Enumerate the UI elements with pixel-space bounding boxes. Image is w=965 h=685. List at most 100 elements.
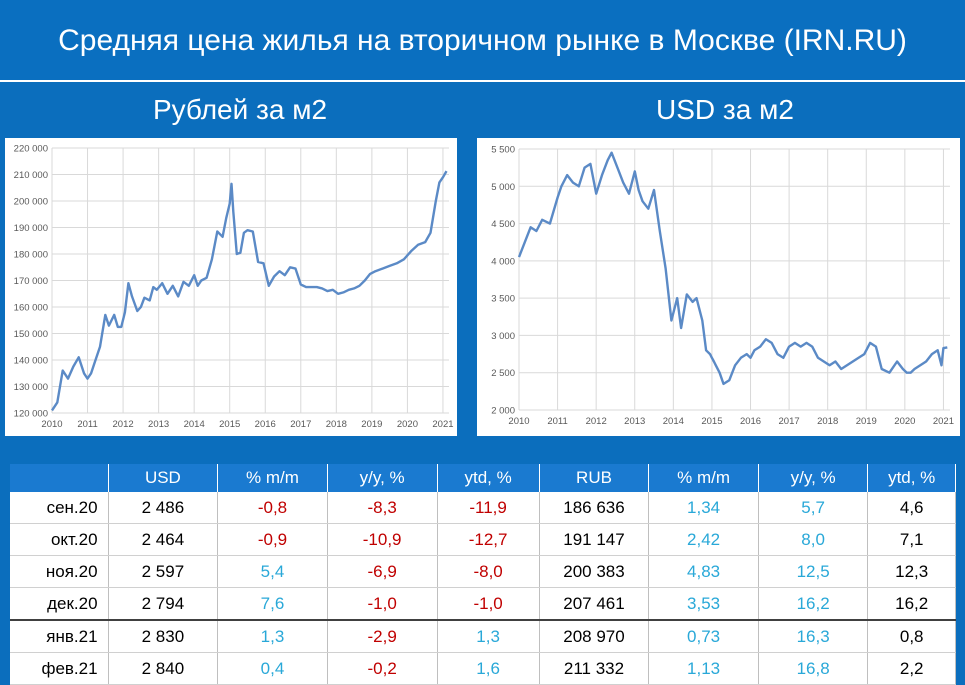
column-header: y/y, %	[758, 464, 869, 492]
x-tick-label: 2016	[740, 416, 761, 427]
table-cell: 12,5	[758, 555, 869, 588]
table-cell: 2,42	[648, 523, 759, 556]
x-tick-label: 2016	[255, 419, 276, 430]
y-tick-label: 5 500	[491, 145, 515, 156]
price-table: USD% m/m y/y, % ytd, % RUB% m/m y/y, % ytd, %…	[10, 464, 956, 685]
y-tick-label: 150 000	[14, 329, 48, 340]
x-tick-label: 2013	[624, 416, 645, 427]
column-header: y/y, %	[327, 464, 438, 492]
x-tick-label: 2018	[817, 416, 838, 427]
y-tick-label: 200 000	[14, 197, 48, 208]
table-cell: 5,4	[217, 555, 328, 588]
usd-chart-panel: 2 000 2 500 3 000 3 500 4 000 4 500 5 000 5 500…	[477, 138, 960, 436]
x-tick-label: 2011	[547, 416, 567, 427]
price-series-line	[50, 170, 448, 412]
usd-chart: 2 000 2 500 3 000 3 500 4 000 4 500 5 000 5 500…	[491, 145, 954, 428]
x-tick-label: 2012	[113, 419, 134, 430]
table-cell: 0,8	[867, 619, 956, 653]
x-tick-label: 2012	[586, 416, 607, 427]
right-chart-subtitle: USD за м2	[656, 94, 794, 125]
table-cell: 2 464	[108, 523, 219, 556]
table-cell: 16,3	[758, 619, 869, 653]
table-cell: 200 383	[539, 555, 650, 588]
table-cell: 4,83	[648, 555, 759, 588]
table-cell: 0,73	[648, 619, 759, 653]
table-cell: 207 461	[539, 587, 650, 621]
table-cell: -0,8	[217, 492, 328, 524]
x-tick-label: 2020	[894, 416, 915, 427]
row-month-label: янв.21	[10, 619, 109, 653]
x-tick-label: 2010	[508, 416, 529, 427]
table-cell: 12,3	[867, 555, 956, 588]
x-tick-label: 2019	[361, 419, 382, 430]
column-header: ytd, %	[437, 464, 540, 492]
x-tick-label: 2018	[326, 419, 347, 430]
rub-chart-panel: 120 000 130 000 140 000 150 000 160 000 170 0…	[5, 138, 457, 436]
table-cell: 2 830	[108, 619, 219, 653]
left-chart-subtitle: Рублей за м2	[152, 94, 328, 125]
y-tick-label: 2 500	[491, 368, 515, 379]
price-series-line	[517, 151, 948, 386]
page-title: Средняя цена жилья на вторичном рынке в …	[0, 0, 965, 82]
y-tick-label: 4 500	[491, 219, 515, 230]
y-tick-label: 180 000	[14, 250, 48, 261]
table-header-row: USD% m/m y/y, % ytd, % RUB% m/m y/y, % ytd, %	[10, 464, 956, 492]
y-tick-label: 190 000	[14, 223, 48, 234]
y-tick-label: 210 000	[14, 170, 48, 181]
table-row: дек.20 2 794 7,6 -1,0 -1,0 207 461 3,53 16,2 16,…	[10, 587, 956, 621]
column-header: % m/m	[648, 464, 759, 492]
x-tick-label: 2014	[184, 419, 205, 430]
y-tick-label: 3 000	[491, 331, 515, 342]
table-cell: 191 147	[539, 523, 650, 556]
table-cell: 7,1	[867, 523, 956, 556]
table-row: янв.21 2 830 1,3 -2,9 1,3 208 970 0,73 16,3 0,8	[10, 619, 956, 653]
x-tick-label: 2010	[41, 419, 62, 430]
table-cell: -8,0	[437, 555, 540, 588]
table-cell: -2,9	[327, 619, 438, 653]
table-cell: 1,34	[648, 492, 759, 524]
table-cell: -1,0	[437, 587, 540, 621]
x-tick-label: 2014	[663, 416, 684, 427]
y-tick-label: 220 000	[14, 144, 48, 155]
table-cell: 208 970	[539, 619, 650, 653]
table-cell: 1,3	[437, 619, 540, 653]
y-tick-label: 5 000	[491, 182, 515, 193]
table-cell: 7,6	[217, 587, 328, 621]
table-cell: 4,6	[867, 492, 956, 524]
x-tick-label: 2011	[77, 419, 97, 430]
rub-chart: 120 000 130 000 140 000 150 000 160 000 170 0…	[14, 144, 454, 431]
table-cell: -6,9	[327, 555, 438, 588]
table-cell: 2 794	[108, 587, 219, 621]
table-row: окт.20 2 464 -0,9 -10,9 -12,7 191 147 2,42 8,0 7…	[10, 523, 956, 556]
table-cell: 3,53	[648, 587, 759, 621]
x-tick-label: 2015	[701, 416, 722, 427]
x-tick-label: 2021	[432, 419, 453, 430]
table-cell: 5,7	[758, 492, 869, 524]
x-tick-label: 2015	[219, 419, 240, 430]
table-cell: -11,9	[437, 492, 540, 524]
table-body: сен.20 2 486 -0,8 -8,3 -11,9 186 636 1,34 5,7 4,…	[10, 492, 956, 685]
y-tick-label: 120 000	[14, 409, 48, 420]
x-tick-label: 2013	[148, 419, 169, 430]
table-cell: 16,2	[867, 587, 956, 621]
y-tick-label: 2 000	[491, 406, 515, 417]
column-header: % m/m	[217, 464, 328, 492]
row-month-label: сен.20	[10, 492, 109, 524]
column-header: ytd, %	[867, 464, 956, 492]
table-cell: -0,9	[217, 523, 328, 556]
y-tick-label: 130 000	[14, 382, 48, 393]
table-cell: 1,3	[217, 619, 328, 653]
table-cell: -10,9	[327, 523, 438, 556]
table-cell: 2 486	[108, 492, 219, 524]
y-tick-label: 4 000	[491, 256, 515, 267]
column-header: USD	[108, 464, 219, 492]
table-cell: 16,2	[758, 587, 869, 621]
table-row: ноя.20 2 597 5,4 -6,9 -8,0 200 383 4,83 12,5 12,…	[10, 555, 956, 588]
y-tick-label: 160 000	[14, 303, 48, 314]
x-tick-label: 2020	[397, 419, 418, 430]
table-cell: 8,0	[758, 523, 869, 556]
table-cell: -12,7	[437, 523, 540, 556]
x-tick-label: 2019	[856, 416, 877, 427]
y-tick-label: 140 000	[14, 356, 48, 367]
table-cell: 2 597	[108, 555, 219, 588]
